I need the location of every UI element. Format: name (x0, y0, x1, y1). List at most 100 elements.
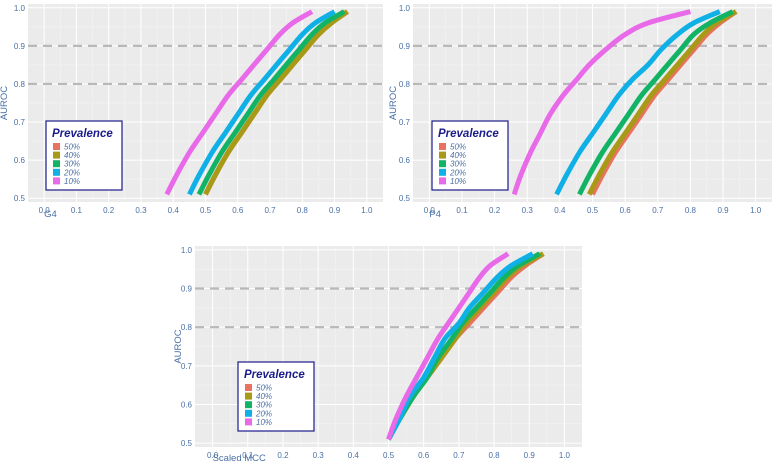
x-tick-label: 0.6 (232, 206, 244, 215)
legend-swatch (53, 160, 60, 168)
y-tick-label: 0.9 (399, 42, 411, 51)
legend-swatch (53, 151, 60, 159)
y-tick-label: 0.6 (14, 156, 26, 165)
series-line-10pct (386, 251, 510, 441)
x-tick-label: 0.3 (135, 206, 147, 215)
y-tick-label: 0.5 (14, 194, 26, 203)
x-tick-label: 1.0 (750, 206, 762, 215)
x-tick-label: 0.3 (313, 451, 325, 460)
chart-panel-1: 0.0 0.1 0.2 0.3 0.4 0.5 0.6 0.7 0.8 0.9 1.0 0.5 0.6 0… (0, 4, 383, 220)
x-tick-label: 0.8 (297, 206, 309, 215)
x-tick-label: 0.9 (717, 206, 729, 215)
y-tick-label: 0.7 (399, 118, 411, 127)
y-tick-label: 0.5 (399, 194, 411, 203)
x-tick-label: 0.9 (329, 206, 341, 215)
legend-swatch (53, 168, 60, 176)
y-tick-label: 0.5 (181, 439, 193, 448)
x-tick-label: 0.0 (424, 206, 436, 215)
x-tick-label: 0.7 (652, 206, 664, 215)
legend-title: Prevalence (52, 128, 113, 140)
x-tick-label: 0.5 (383, 451, 395, 460)
y-tick-label: 0.6 (181, 400, 193, 409)
y-axis-title: AUROC (173, 329, 184, 363)
x-tick-label: 0.5 (587, 206, 599, 215)
legend-label: 20% (449, 168, 466, 177)
legend-label: 10% (450, 177, 466, 186)
series-line-30pct (577, 9, 734, 196)
legend-swatch (245, 409, 252, 417)
series-line-20pct (386, 251, 534, 441)
legend-label: 50% (450, 143, 466, 152)
x-tick-label: 0.2 (277, 451, 289, 460)
legend-swatch (439, 160, 446, 168)
legend-swatch (245, 384, 252, 391)
legend: Prevalence 50%40%30%20%10% (431, 120, 509, 191)
chart-panel-3: 0.0 0.1 0.2 0.3 0.4 0.5 0.6 0.7 0.8 0.9 1.0 0.5 0.6 0… (173, 246, 582, 464)
y-tick-label: 0.7 (181, 362, 193, 371)
x-tick-label: 0.7 (264, 206, 276, 215)
legend-label: 20% (255, 409, 272, 418)
y-axis-title: AUROC (0, 86, 10, 120)
series-line-20pct (187, 9, 336, 196)
legend: Prevalence 50%40%30%20%10% (237, 361, 315, 432)
x-tick-label: 0.3 (522, 206, 534, 215)
x-tick-label: 0.8 (488, 451, 500, 460)
series-line-20pct (554, 9, 721, 196)
legend-swatch (245, 418, 252, 426)
legend-label: 40% (450, 151, 466, 160)
y-tick-label: 1.0 (399, 4, 411, 13)
y-tick-label: 0.8 (399, 80, 411, 89)
legend-title: Prevalence (244, 369, 305, 381)
x-tick-label: 0.1 (242, 451, 254, 460)
legend-label: 30% (450, 160, 466, 169)
legend-swatch (245, 401, 252, 409)
x-tick-label: 0.1 (71, 206, 83, 215)
legend-label: 30% (64, 160, 80, 169)
y-tick-label: 0.9 (181, 285, 193, 294)
x-tick-label: 0.0 (207, 451, 219, 460)
x-tick-label: 0.6 (620, 206, 632, 215)
x-tick-label: 0.5 (200, 206, 212, 215)
x-tick-label: 0.4 (554, 206, 566, 215)
series-line-10pct (511, 9, 692, 196)
legend-label: 40% (64, 151, 80, 160)
x-tick-label: 0.6 (418, 451, 430, 460)
x-tick-label: 1.0 (559, 451, 571, 460)
legend-swatch (53, 143, 60, 150)
y-tick-label: 0.6 (399, 156, 411, 165)
legend-swatch (53, 177, 60, 185)
x-tick-label: 0.1 (456, 206, 468, 215)
legend-label: 50% (64, 143, 80, 152)
legend-swatch (439, 168, 446, 176)
legend-swatch (439, 151, 446, 159)
y-tick-label: 1.0 (181, 246, 193, 255)
y-tick-label: 0.8 (14, 80, 26, 89)
legend-label: 10% (256, 418, 272, 427)
x-tick-label: 0.4 (348, 451, 360, 460)
x-tick-label: 0.7 (453, 451, 465, 460)
x-tick-label: 0.0 (39, 206, 51, 215)
x-tick-label: 0.2 (489, 206, 501, 215)
legend-label: 30% (256, 401, 272, 410)
legend-label: 50% (256, 384, 272, 393)
series-line-30pct (386, 251, 542, 441)
x-axis-title: P4 (429, 209, 441, 220)
legend-title: Prevalence (438, 128, 499, 140)
legend-swatch (245, 392, 252, 400)
legend-label: 20% (63, 168, 80, 177)
y-tick-label: 0.8 (181, 323, 193, 332)
series-line-40pct (586, 9, 738, 196)
legend: Prevalence 50%40%30%20%10% (45, 120, 123, 191)
series-line-10pct (164, 9, 314, 196)
legend-swatch (439, 143, 446, 150)
y-tick-label: 0.9 (14, 42, 26, 51)
legend-label: 40% (256, 392, 272, 401)
x-axis-title: G4 (44, 209, 57, 220)
y-tick-label: 1.0 (14, 4, 26, 13)
x-tick-label: 0.9 (524, 451, 536, 460)
legend-swatch (439, 177, 446, 185)
x-tick-label: 0.2 (103, 206, 115, 215)
x-tick-label: 1.0 (361, 206, 373, 215)
x-tick-label: 0.8 (685, 206, 697, 215)
x-axis-title: Scaled MCC (213, 453, 266, 464)
